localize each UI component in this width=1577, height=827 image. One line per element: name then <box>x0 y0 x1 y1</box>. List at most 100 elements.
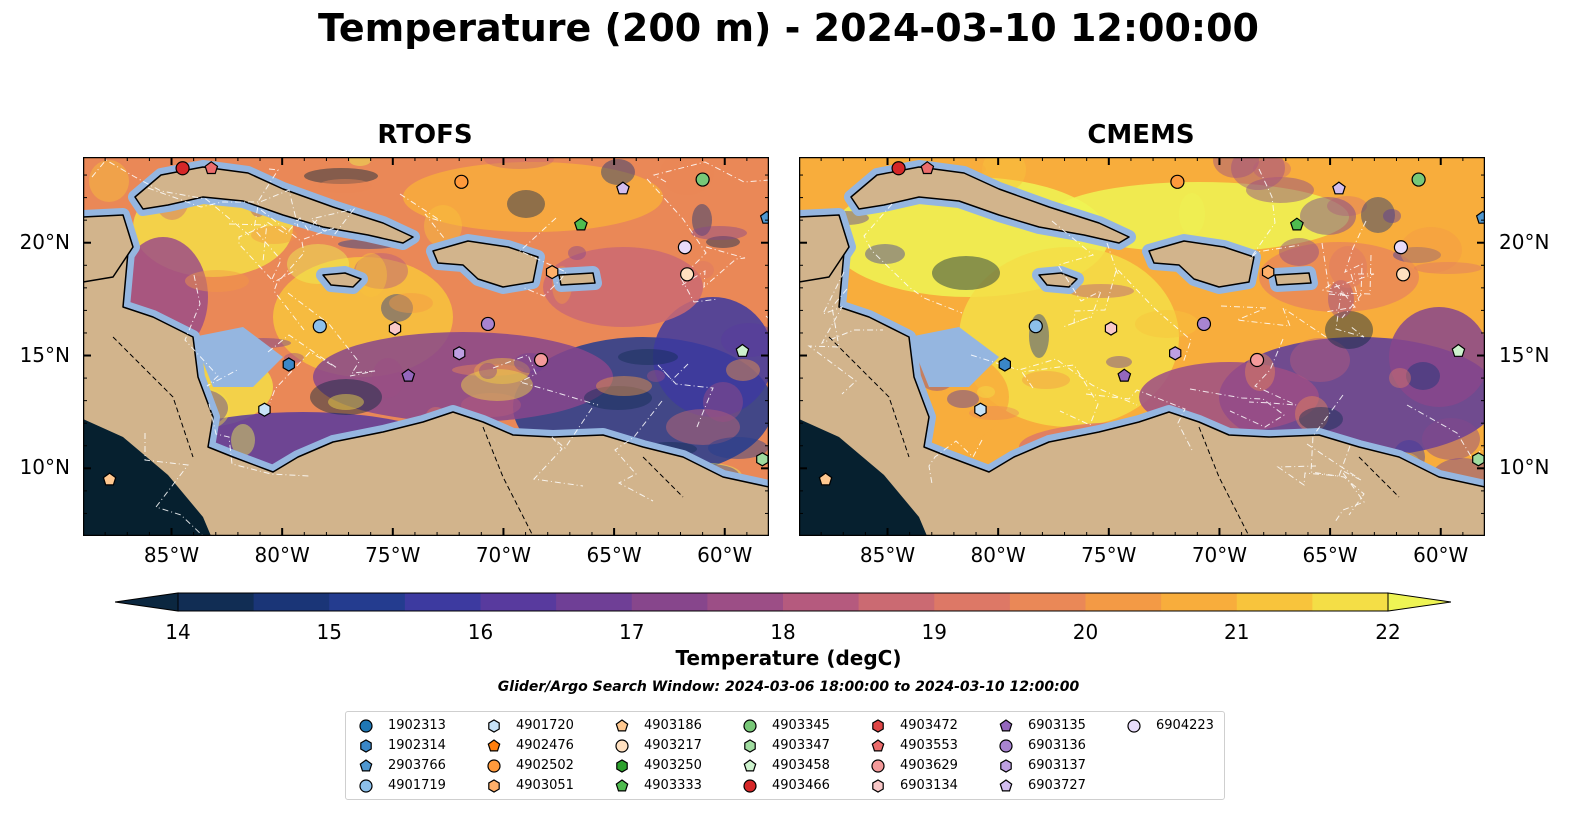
legend-label: 1902314 <box>388 738 446 753</box>
map-panel-cmems[interactable] <box>799 157 1485 536</box>
lat-tick-label-left: 15°N <box>19 342 70 367</box>
float-marker-4903333 <box>1289 217 1304 231</box>
float-marker-6903136 <box>480 316 496 332</box>
legend-label: 4903250 <box>644 758 702 773</box>
colorbar-tick: 16 <box>467 620 494 644</box>
legend-label: 4901720 <box>516 718 574 733</box>
legend-circle-icon <box>359 719 373 733</box>
lat-tick-label-right: 10°N <box>1499 455 1550 480</box>
legend-hexagon-icon <box>488 779 500 793</box>
legend-pentagon-icon <box>615 779 629 792</box>
legend-label: 4902476 <box>516 738 574 753</box>
float-marker-4902502 <box>1170 174 1185 189</box>
colorbar-tick: 15 <box>316 620 342 644</box>
legend-pentagon-icon <box>743 759 757 772</box>
lon-tick-label: 70°W <box>1191 543 1248 567</box>
float-marker-4903217 <box>680 267 695 282</box>
legend-label: 6903134 <box>900 778 958 793</box>
figure-title: Temperature (200 m) - 2024-03-10 12:00:0… <box>317 6 1259 50</box>
float-marker-4903553 <box>204 161 219 175</box>
legend-label: 4903466 <box>772 778 830 793</box>
float-marker-6903727 <box>1332 181 1346 195</box>
colorbar-tick: 18 <box>770 620 796 644</box>
legend-label: 4903458 <box>772 758 830 773</box>
float-marker-4901720 <box>974 402 987 417</box>
float-marker-6903135 <box>401 368 416 382</box>
legend-circle-icon <box>487 759 501 773</box>
float-marker-6903727 <box>616 181 630 195</box>
float-marker-6904223 <box>1393 240 1409 255</box>
legend-label: 4903347 <box>772 738 830 753</box>
colorbar-tick: 20 <box>1072 620 1099 644</box>
lat-tick-label-right: 20°N <box>1499 229 1550 254</box>
legend-label: 4903217 <box>644 738 702 753</box>
lon-tick-label: 60°W <box>697 543 753 567</box>
float-marker-6903137 <box>1169 346 1182 361</box>
legend-label: 4903629 <box>900 758 958 773</box>
legend-circle-icon <box>615 739 629 753</box>
float-marker-6903136 <box>1196 316 1212 332</box>
map-svg <box>83 157 769 536</box>
float-legend: 1902313 1902314 2903766 4901719 4901720 49024… <box>345 711 1225 800</box>
float-marker-4903466 <box>175 161 190 176</box>
lon-tick-label: 80°W <box>254 543 310 567</box>
float-marker-4901720 <box>258 402 271 417</box>
float-marker-1902314 <box>998 357 1011 372</box>
float-marker-4903553 <box>920 161 935 175</box>
temperature-colorbar <box>114 592 1452 616</box>
legend-label: 1902313 <box>388 718 446 733</box>
float-marker-6903134 <box>1104 321 1118 336</box>
float-marker-4901719 <box>312 319 327 334</box>
float-marker-4903345 <box>695 172 710 187</box>
legend-label: 4903345 <box>772 718 830 733</box>
panel-title-rtofs: RTOFS <box>377 120 473 150</box>
legend-label: 4903333 <box>644 778 702 793</box>
legend-circle-icon <box>743 779 757 793</box>
legend-circle-icon <box>743 719 757 733</box>
lat-tick-label-left: 10°N <box>19 455 70 480</box>
map-panel-rtofs[interactable] <box>83 157 769 536</box>
panel-title-cmems: CMEMS <box>1087 120 1195 150</box>
legend-label: 4902502 <box>516 758 574 773</box>
legend-label: 6903136 <box>1028 738 1086 753</box>
legend-circle-icon <box>1127 719 1141 733</box>
legend-label: 4903186 <box>644 718 702 733</box>
lon-tick-label: 85°W <box>859 543 916 567</box>
lon-tick-label: 70°W <box>475 543 532 567</box>
float-marker-4903629 <box>1249 352 1265 368</box>
float-marker-4903345 <box>1411 172 1426 187</box>
legend-label: 4903472 <box>900 718 958 733</box>
legend-hexagon-icon <box>872 779 884 793</box>
legend-circle-icon <box>999 739 1013 753</box>
legend-pentagon-icon <box>487 739 501 752</box>
colorbar-label: Temperature (degC) <box>675 646 902 670</box>
colorbar-tick: 17 <box>619 620 645 644</box>
float-marker-6903137 <box>453 346 466 361</box>
colorbar-tick: 14 <box>165 620 191 644</box>
float-marker-6903135 <box>1117 368 1132 382</box>
float-marker-1902314 <box>282 357 295 372</box>
float-marker-4903347 <box>756 452 769 467</box>
legend-pentagon-icon <box>871 739 885 752</box>
legend-pentagon-icon <box>999 719 1013 732</box>
lon-tick-label: 65°W <box>586 543 642 567</box>
legend-circle-icon <box>359 779 373 793</box>
legend-pentagon-icon <box>615 719 629 732</box>
legend-hexagon-icon <box>872 719 884 733</box>
float-marker-6903134 <box>388 321 402 336</box>
legend-hexagon-icon <box>360 739 372 753</box>
search-window-text: Glider/Argo Search Window: 2024-03-06 18… <box>497 679 1080 695</box>
float-marker-4901719 <box>1028 319 1043 334</box>
lon-tick-label: 75°W <box>1081 543 1137 567</box>
float-marker-4903051 <box>545 264 559 280</box>
legend-pentagon-icon <box>359 759 373 772</box>
legend-label: 2903766 <box>388 758 446 773</box>
float-marker-4903466 <box>891 161 906 176</box>
map-svg <box>799 157 1485 536</box>
legend-label: 6903135 <box>1028 718 1086 733</box>
lon-tick-label: 65°W <box>1302 543 1358 567</box>
legend-label: 4901719 <box>388 778 446 793</box>
legend-hexagon-icon <box>616 759 628 773</box>
legend-label: 6904223 <box>1156 718 1214 733</box>
float-marker-4903347 <box>1472 452 1485 467</box>
